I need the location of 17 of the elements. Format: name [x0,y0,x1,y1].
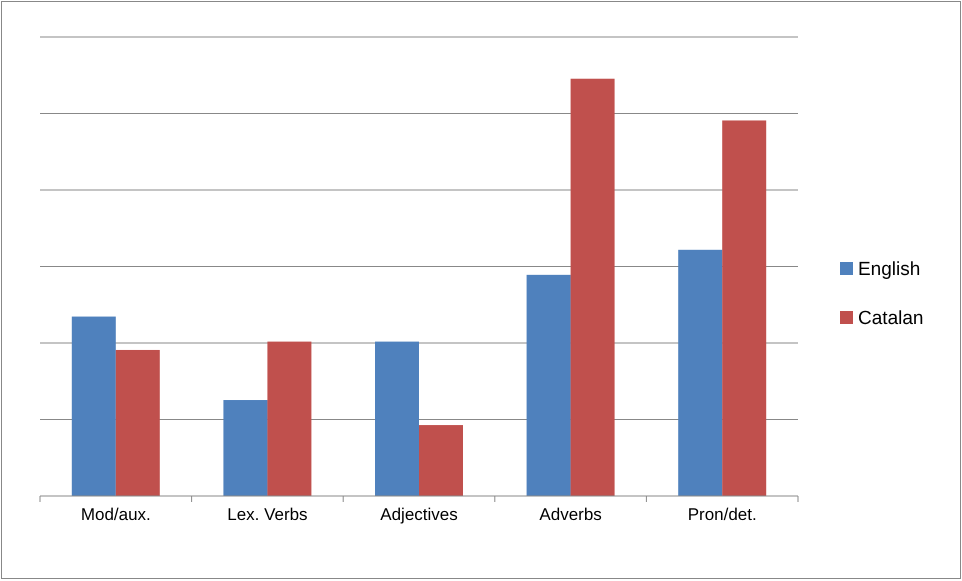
bar [267,342,312,496]
x-tick-label: Lex. Verbs [227,505,308,524]
bar [116,350,160,496]
bar [223,400,268,496]
x-tick-label: Pron/det. [688,505,757,524]
x-tick-label: Mod/aux. [80,505,151,524]
bar [570,78,615,496]
bar [722,120,766,496]
bar [678,250,722,496]
x-tick-label: Adjectives [380,505,458,524]
bar [526,274,571,496]
bar [72,316,116,496]
bar [375,342,419,496]
x-tick-label: Adverbs [539,505,602,524]
legend-label: Catalan [858,308,924,329]
legend-label: English [858,259,920,280]
bar [419,425,463,496]
